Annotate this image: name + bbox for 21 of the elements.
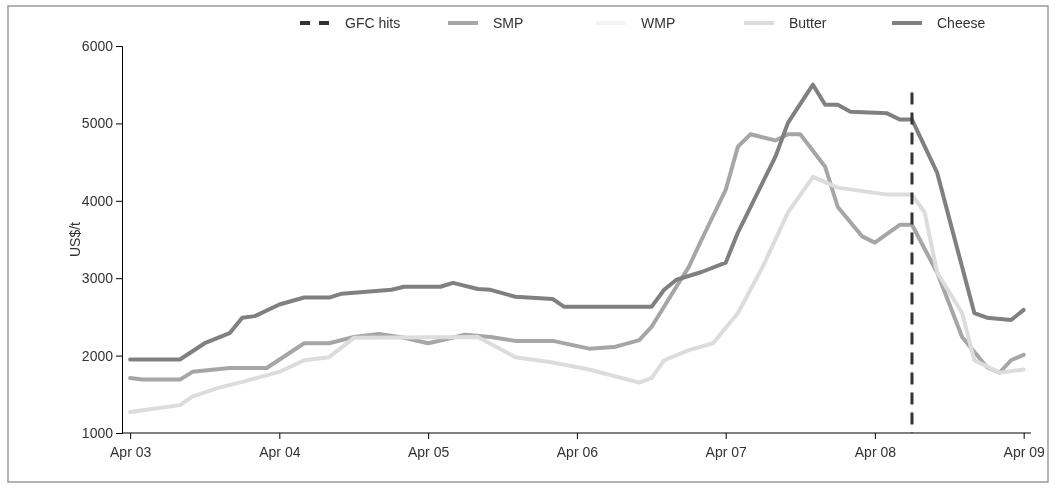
- y-tick-label: 4000: [81, 192, 114, 209]
- legend-label: SMP: [493, 15, 524, 31]
- y-tick-label: 6000: [81, 37, 114, 54]
- y-tick-label: 3000: [81, 270, 114, 287]
- legend-label: WMP: [641, 15, 676, 31]
- legend-label: Butter: [789, 15, 827, 31]
- legend-label: Cheese: [937, 15, 986, 31]
- legend-label: GFC hits: [345, 15, 401, 31]
- line-series: [128, 174, 1026, 415]
- x-tick-label: Apr 09: [1003, 444, 1045, 461]
- x-tick-label: Apr 08: [854, 444, 897, 461]
- x-tick-label: Apr 04: [259, 444, 301, 461]
- x-tick-label: Apr 06: [556, 444, 599, 461]
- y-tick-label: 5000: [81, 115, 114, 132]
- line-series: [128, 82, 1026, 362]
- x-tick-label: Apr 07: [705, 444, 748, 461]
- x-tick-label: Apr 05: [408, 444, 450, 461]
- y-tick-label: 1000: [81, 424, 114, 441]
- y-tick-label: 2000: [81, 347, 114, 364]
- y-axis-title: US$/t: [67, 221, 83, 258]
- x-tick-label: Apr 03: [110, 444, 152, 461]
